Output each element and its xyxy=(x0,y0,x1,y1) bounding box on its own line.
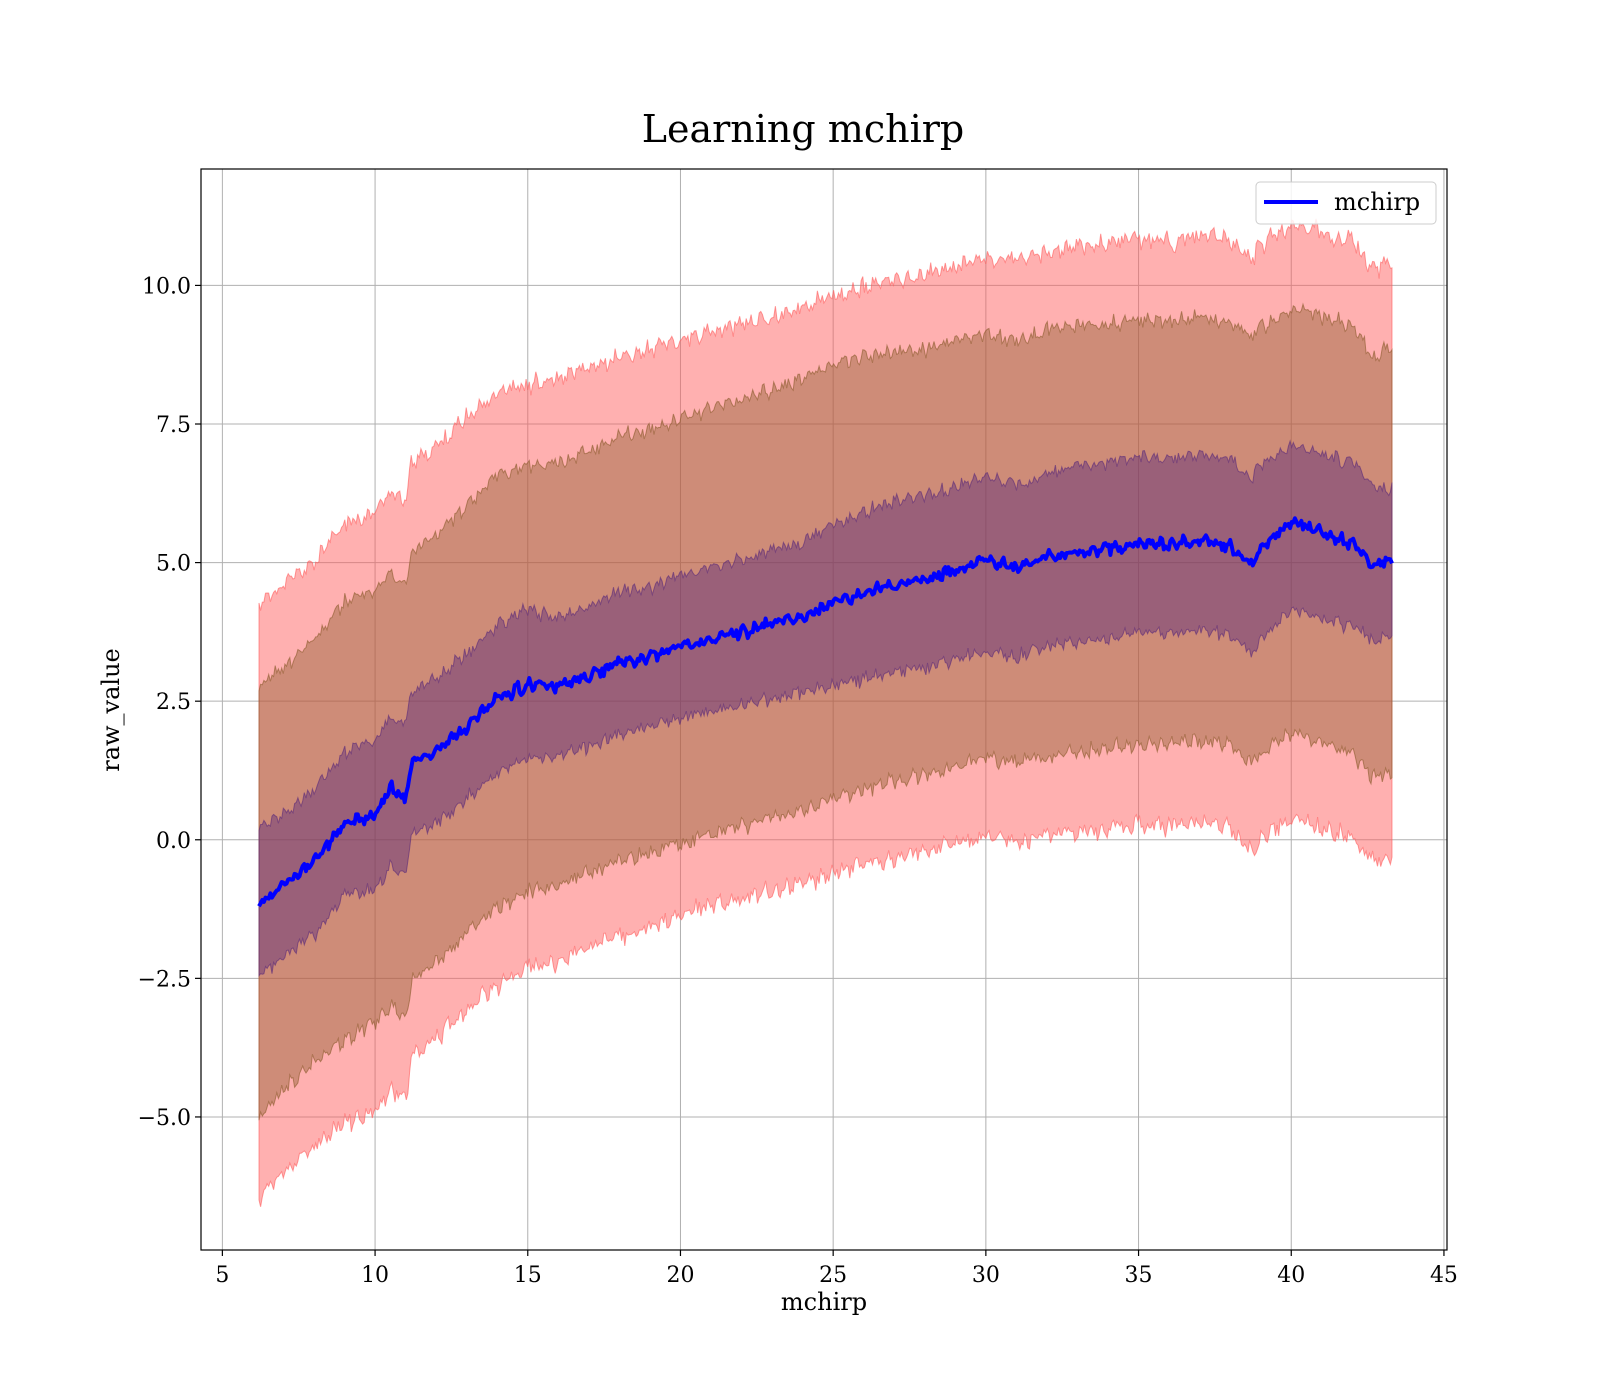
x-axis-ticks: 5 10 15 20 25 30 35 40 45 xyxy=(215,1250,1458,1288)
series-line-mchirp xyxy=(257,516,1394,908)
confidence-bands xyxy=(258,218,1393,1207)
y-tick-label-2: 0.0 xyxy=(156,829,191,854)
y-tick-label-3: 2.5 xyxy=(156,690,191,715)
band-1-sigma xyxy=(258,439,1393,978)
legend-label-mchirp: mchirp xyxy=(1334,188,1420,216)
x-tick-label-6: 35 xyxy=(1125,1263,1153,1288)
y-tick-label-1: −2.5 xyxy=(138,967,191,992)
grid-lines xyxy=(201,169,1447,1250)
x-tick-label-1: 10 xyxy=(361,1263,389,1288)
plot-frame xyxy=(200,168,1448,1251)
band-2-sigma xyxy=(258,302,1393,1121)
x-tick-label-2: 15 xyxy=(514,1263,542,1288)
y-tick-label-4: 5.0 xyxy=(156,552,191,577)
y-axis-label: raw_value xyxy=(97,648,125,772)
x-axis-label: mchirp xyxy=(781,1288,867,1316)
x-tick-label-4: 25 xyxy=(819,1263,847,1288)
mean-series xyxy=(257,516,1394,908)
y-tick-label-6: 10.0 xyxy=(142,274,191,299)
legend-frame xyxy=(1255,181,1437,225)
band-3-sigma xyxy=(258,218,1393,1207)
y-tick-label-5: 7.5 xyxy=(156,413,191,438)
y-axis-ticks: −5.0 −2.5 0.0 2.5 5.0 7.5 10.0 xyxy=(138,274,201,1131)
x-tick-label-8: 45 xyxy=(1430,1263,1458,1288)
chart-title: Learning mchirp xyxy=(642,107,964,151)
y-tick-label-0: −5.0 xyxy=(138,1106,191,1131)
x-tick-label-0: 5 xyxy=(215,1263,229,1288)
x-tick-label-7: 40 xyxy=(1277,1263,1305,1288)
x-tick-label-3: 20 xyxy=(666,1263,694,1288)
x-tick-label-5: 30 xyxy=(972,1263,1000,1288)
legend: mchirp xyxy=(1255,181,1437,225)
